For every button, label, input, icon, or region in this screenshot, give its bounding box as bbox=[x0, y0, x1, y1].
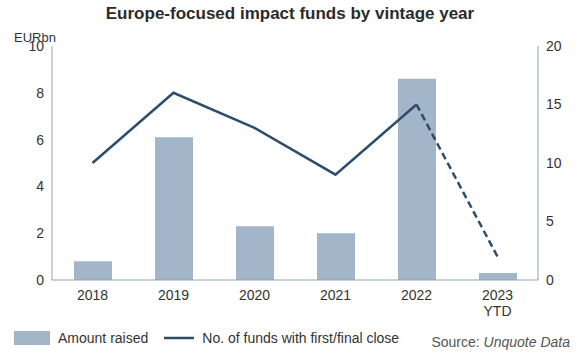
svg-text:8: 8 bbox=[36, 85, 44, 101]
svg-text:4: 4 bbox=[36, 178, 44, 194]
svg-text:2019: 2019 bbox=[158, 287, 189, 303]
svg-text:5: 5 bbox=[546, 213, 554, 229]
svg-text:2022: 2022 bbox=[401, 287, 432, 303]
svg-text:2021: 2021 bbox=[320, 287, 351, 303]
svg-text:2020: 2020 bbox=[239, 287, 270, 303]
svg-text:2023YTD: 2023YTD bbox=[482, 287, 513, 319]
svg-text:15: 15 bbox=[546, 96, 562, 112]
svg-text:20: 20 bbox=[546, 38, 562, 54]
svg-text:2: 2 bbox=[36, 225, 44, 241]
svg-text:0: 0 bbox=[36, 272, 44, 288]
svg-text:10: 10 bbox=[28, 38, 44, 54]
svg-text:10: 10 bbox=[546, 155, 562, 171]
svg-text:6: 6 bbox=[36, 132, 44, 148]
svg-text:2018: 2018 bbox=[77, 287, 108, 303]
svg-text:0: 0 bbox=[546, 272, 554, 288]
